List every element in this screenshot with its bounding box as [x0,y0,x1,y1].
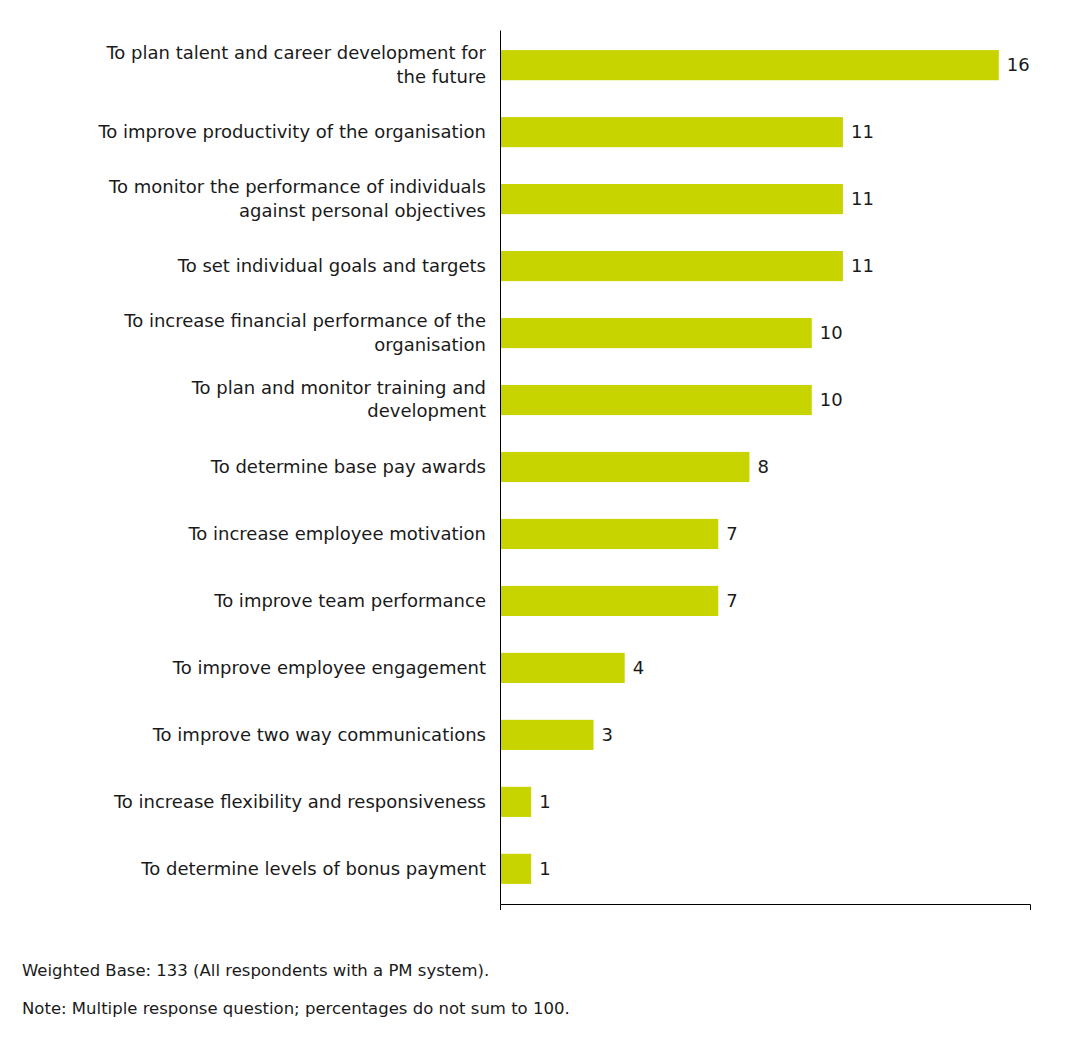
data-label: 7 [726,523,737,544]
y-axis-line [500,31,501,905]
category-label: To monitor the performance of individual… [108,176,486,220]
y-tick: To set individual goals and targets [177,255,500,276]
data-label: 10 [820,389,843,410]
category-label: To improve two way communications [152,724,486,745]
bar [500,787,531,817]
data-label: 4 [633,657,644,678]
bar [500,653,625,683]
category-label: To improve team performance [213,590,486,611]
plot-area: To determine levels of bonus payment To i… [97,31,1030,911]
category-label: To set individual goals and targets [177,255,486,276]
category-label: To plan and monitor training anddevelopm… [191,377,486,421]
data-label: 10 [820,322,843,343]
y-tick: To determine levels of bonus payment [140,858,500,879]
bar [500,117,843,147]
y-tick: To plan talent and career development fo… [105,42,500,86]
data-label: 8 [757,456,768,477]
data-label: 16 [1007,54,1030,75]
data-label: 11 [851,121,874,142]
y-tick: To monitor the performance of individual… [108,176,500,220]
y-tick: To determine base pay awards [210,456,500,477]
bar [500,385,812,415]
category-label: To increase employee motivation [187,523,486,544]
category-label: To plan talent and career development fo… [105,42,486,86]
x-axis [501,905,1031,911]
data-labels: 1134778101011111116 [539,54,1030,879]
category-label: To improve employee engagement [172,657,486,678]
bar [500,318,812,348]
bar [500,854,531,884]
category-label: To improve productivity of the organisat… [97,121,486,142]
y-tick: To improve two way communications [152,724,500,745]
x-axis-line [501,905,1031,911]
y-tick: To plan and monitor training anddevelopm… [191,377,500,421]
footnote: Note: Multiple response question; percen… [22,999,570,1018]
data-label: 1 [539,791,550,812]
bar [500,720,594,750]
data-label: 3 [602,724,613,745]
y-tick: To improve team performance [213,590,500,611]
y-tick: To increase employee motivation [187,523,500,544]
data-label: 11 [851,255,874,276]
category-label: To determine base pay awards [210,456,486,477]
footnotes: Weighted Base: 133 (All respondents with… [22,961,570,1018]
chart: To determine levels of bonus payment To i… [0,0,1080,1054]
bars [500,50,999,884]
bar [500,519,718,549]
y-tick: To increase flexibility and responsivene… [113,791,500,812]
data-label: 11 [851,188,874,209]
data-label: 7 [726,590,737,611]
bar [500,184,843,214]
y-tick: To increase financial performance of the… [123,310,500,354]
bar [500,586,718,616]
data-label: 1 [539,858,550,879]
bar [500,452,749,482]
y-axis: To determine levels of bonus payment To i… [97,31,500,905]
bar [500,50,999,80]
y-tick: To improve productivity of the organisat… [97,121,500,142]
category-label: To determine levels of bonus payment [140,858,486,879]
category-label: To increase flexibility and responsivene… [113,791,486,812]
y-tick: To improve employee engagement [172,657,500,678]
footnote: Weighted Base: 133 (All respondents with… [22,961,489,980]
bar [500,251,843,281]
category-label: To increase financial performance of the… [123,310,486,354]
